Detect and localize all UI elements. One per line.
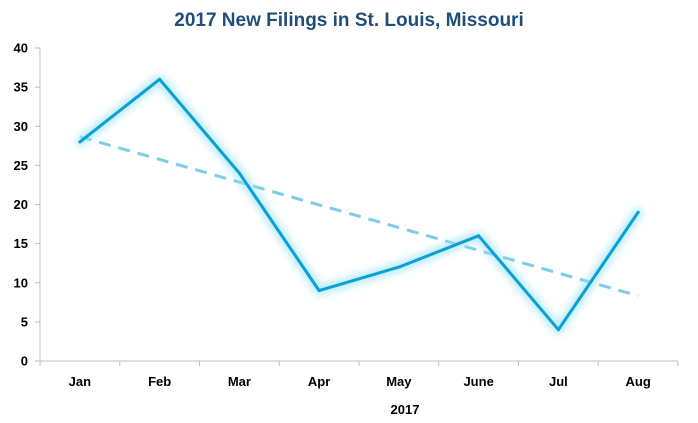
y-tick-label: 5 (21, 314, 28, 329)
data-point (237, 171, 241, 175)
data-point (477, 234, 481, 238)
x-tick-label: June (463, 374, 493, 389)
x-tick-label: Mar (228, 374, 251, 389)
x-axis: Jan Feb Mar Apr May June Jul Aug (39, 360, 679, 389)
y-tick-label: 20 (14, 197, 28, 212)
data-point (556, 328, 560, 332)
x-tick-label: Feb (148, 374, 171, 389)
trendline (79, 135, 639, 298)
series-layer (75, 74, 643, 335)
y-tick-label: 35 (14, 80, 28, 95)
series-line (78, 77, 640, 332)
data-point (397, 265, 401, 269)
x-axis-label: 2017 (391, 402, 420, 417)
x-tick-label: May (386, 374, 412, 389)
trendline-line (79, 135, 639, 298)
y-tick-label: 15 (14, 236, 28, 251)
x-tick-label: Jan (69, 374, 91, 389)
x-tick-label: Aug (625, 374, 650, 389)
chart-title: 2017 New Filings in St. Louis, Missouri (174, 10, 523, 31)
data-point (636, 210, 640, 214)
x-tick-label: Jul (549, 374, 568, 389)
y-tick-label: 30 (14, 119, 28, 134)
y-tick-label: 10 (14, 275, 28, 290)
series-glow (75, 74, 643, 335)
data-point (158, 77, 162, 81)
y-tick-label: 0 (21, 354, 28, 369)
x-tick-label: Apr (308, 374, 330, 389)
y-axis: 0 5 10 15 20 25 30 35 40 (14, 41, 41, 369)
data-point (317, 289, 321, 293)
y-tick-label: 40 (14, 41, 28, 56)
y-tick-label: 25 (14, 158, 28, 173)
data-point (78, 140, 82, 144)
